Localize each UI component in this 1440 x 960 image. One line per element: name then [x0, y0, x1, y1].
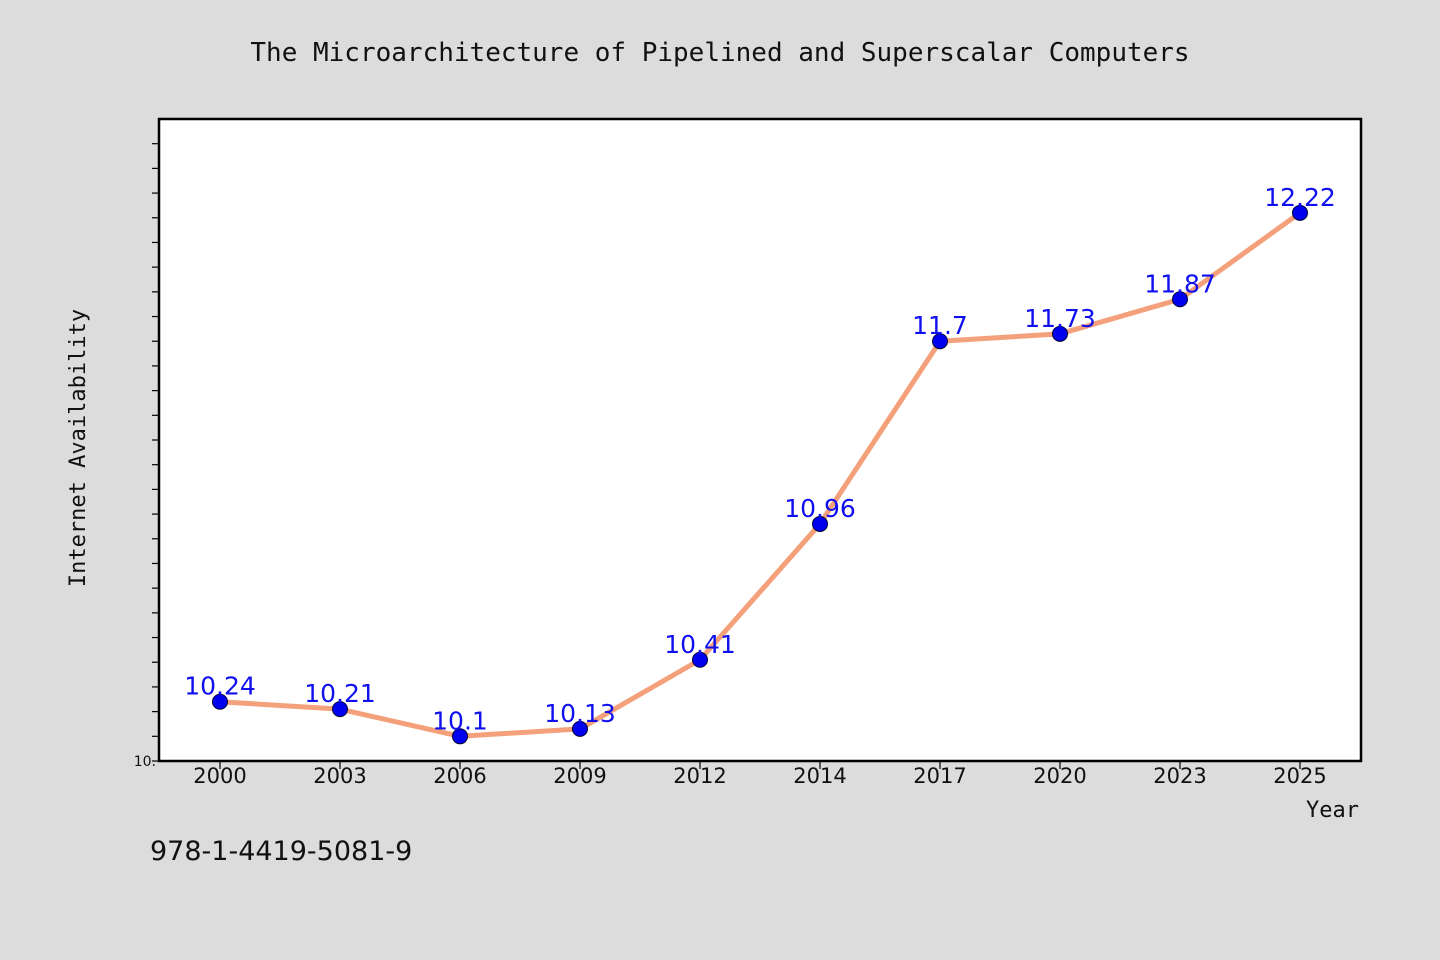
data-label: 11.7	[912, 311, 968, 340]
data-point	[1172, 291, 1188, 308]
x-tick-label: 2006	[433, 764, 486, 788]
data-point	[692, 651, 708, 668]
data-series: 10.24 10.21 10.1 10.13 10.41 10.96 11.7 11.73 11…	[184, 183, 1336, 745]
x-tick-label: 2023	[1153, 764, 1206, 788]
x-tick-label: 2014	[793, 764, 846, 788]
data-point	[1052, 325, 1068, 342]
data-point	[812, 515, 828, 532]
x-tick-label: 2003	[313, 764, 366, 788]
data-point	[212, 693, 228, 710]
x-tick-label: 2000	[193, 764, 246, 788]
data-label: 12.22	[1264, 183, 1336, 212]
data-label: 10.24	[184, 672, 256, 701]
data-label: 11.87	[1144, 269, 1216, 298]
data-point	[572, 720, 588, 737]
x-axis-label: Year	[1306, 798, 1359, 823]
data-point	[332, 701, 348, 718]
y-tick-label: 10.	[134, 754, 156, 770]
data-label: 10.21	[304, 679, 376, 708]
y-axis: 10.	[134, 143, 159, 770]
chart-title: The Microarchitecture of Pipelined and S…	[250, 38, 1189, 68]
data-label: 10.96	[784, 494, 856, 523]
plot-area	[157, 117, 1363, 763]
data-point	[452, 728, 468, 745]
data-point	[1292, 204, 1308, 221]
x-tick-label: 2012	[673, 764, 726, 788]
x-tick-label: 2009	[553, 764, 606, 788]
data-label: 10.1	[432, 706, 488, 735]
series-line	[217, 210, 1303, 739]
y-axis-label: Internet Availability	[66, 309, 91, 587]
isbn-text: 978-1-4419-5081-9	[150, 836, 413, 867]
data-label: 10.41	[664, 630, 736, 659]
x-tick-label: 2025	[1273, 764, 1326, 788]
data-label: 10.13	[544, 699, 616, 728]
x-tick-label: 2017	[913, 764, 966, 788]
data-label: 11.73	[1024, 304, 1096, 333]
x-axis: 2000 2003 2006 2009 2012 2014 2017 2020 2023 2025	[193, 761, 1327, 788]
data-point	[932, 333, 948, 350]
x-tick-label: 2020	[1033, 764, 1086, 788]
